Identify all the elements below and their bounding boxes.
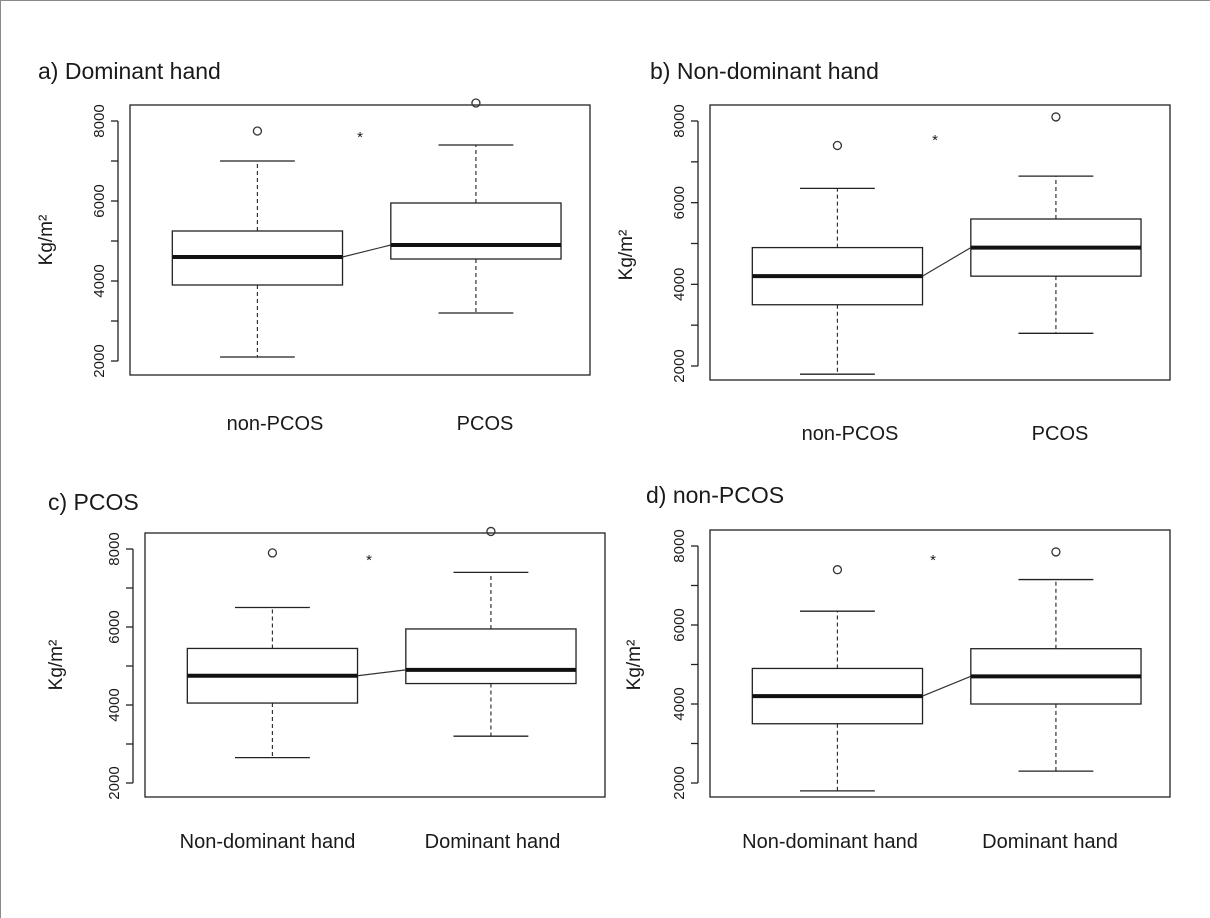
category-label: PCOS <box>1032 423 1089 445</box>
y-tick-label: 4000 <box>91 264 108 297</box>
median-connector <box>357 669 406 677</box>
y-tick-label: 6000 <box>91 184 108 217</box>
y-tick-label: 4000 <box>671 687 688 720</box>
y-tick-label: 2000 <box>671 766 688 799</box>
y-axis-label: Kg/m² <box>46 640 67 691</box>
box-2 <box>970 112 1142 334</box>
category-label: non-PCOS <box>802 423 899 445</box>
y-axis-label: Kg/m² <box>624 640 645 691</box>
y-tick-label: 8000 <box>106 532 123 565</box>
median-connector <box>922 675 972 697</box>
plot-frame <box>129 104 591 376</box>
plot-frame <box>709 104 1171 381</box>
significance-star: * <box>366 552 372 569</box>
significance-star: * <box>357 129 363 146</box>
box-1 <box>171 126 344 358</box>
outlier-point <box>252 126 263 136</box>
box-2 <box>390 98 562 314</box>
box-1 <box>186 548 359 759</box>
chart-panel-1: a) Dominant hand 2000 4000 6000 8000 Kg/m² non… <box>36 58 591 435</box>
y-tick-label: 6000 <box>671 608 688 641</box>
plot-frame <box>709 529 1171 798</box>
category-label: Dominant hand <box>982 831 1118 853</box>
panel-title: b) Non-dominant hand <box>650 58 879 84</box>
chart-panel-2: b) Non-dominant hand 2000 4000 6000 8000 Kg/m… <box>616 58 1171 445</box>
y-tick-label: 2000 <box>106 766 123 799</box>
significance-star: * <box>932 132 938 149</box>
y-tick-label: 6000 <box>106 610 123 643</box>
iqr-box <box>405 628 577 685</box>
chart-panel-4: d) non-PCOS 2000 4000 6000 8000 Kg/m² Non-domi… <box>624 482 1171 853</box>
panel-title: c) PCOS <box>48 489 139 515</box>
y-axis-label: Kg/m² <box>616 230 637 281</box>
box-1 <box>751 140 924 375</box>
outlier-point <box>267 548 278 558</box>
category-label: Dominant hand <box>425 831 561 853</box>
outlier-point <box>486 526 496 537</box>
category-label: Non-dominant hand <box>180 831 356 853</box>
y-tick-label: 8000 <box>671 104 688 137</box>
iqr-box <box>390 202 562 260</box>
outlier-point <box>471 98 481 108</box>
y-tick-label: 8000 <box>91 104 108 137</box>
outlier-point <box>1051 112 1061 122</box>
box-1 <box>751 565 924 792</box>
y-tick-label: 2000 <box>91 344 108 377</box>
panel-title: a) Dominant hand <box>38 58 221 84</box>
y-tick-label: 4000 <box>671 268 688 301</box>
significance-star: * <box>930 552 936 569</box>
median-connector <box>342 244 391 258</box>
category-label: Non-dominant hand <box>742 831 918 853</box>
y-tick-label: 8000 <box>671 529 688 562</box>
y-tick-label: 4000 <box>106 688 123 721</box>
median-connector <box>922 247 972 277</box>
plot-frame <box>144 532 606 798</box>
category-label: PCOS <box>457 413 514 435</box>
chart-panel-3: c) PCOS 2000 4000 6000 8000 Kg/m² Non-dominant… <box>46 489 606 853</box>
outlier-point <box>832 565 843 575</box>
box-2 <box>405 526 577 737</box>
y-tick-label: 6000 <box>671 186 688 219</box>
y-axis-label: Kg/m² <box>36 215 57 266</box>
category-label: non-PCOS <box>227 413 324 435</box>
outlier-point <box>832 140 843 151</box>
y-tick-label: 2000 <box>671 349 688 382</box>
box-2 <box>970 547 1142 772</box>
outlier-point <box>1051 547 1061 557</box>
panel-title: d) non-PCOS <box>646 482 784 508</box>
